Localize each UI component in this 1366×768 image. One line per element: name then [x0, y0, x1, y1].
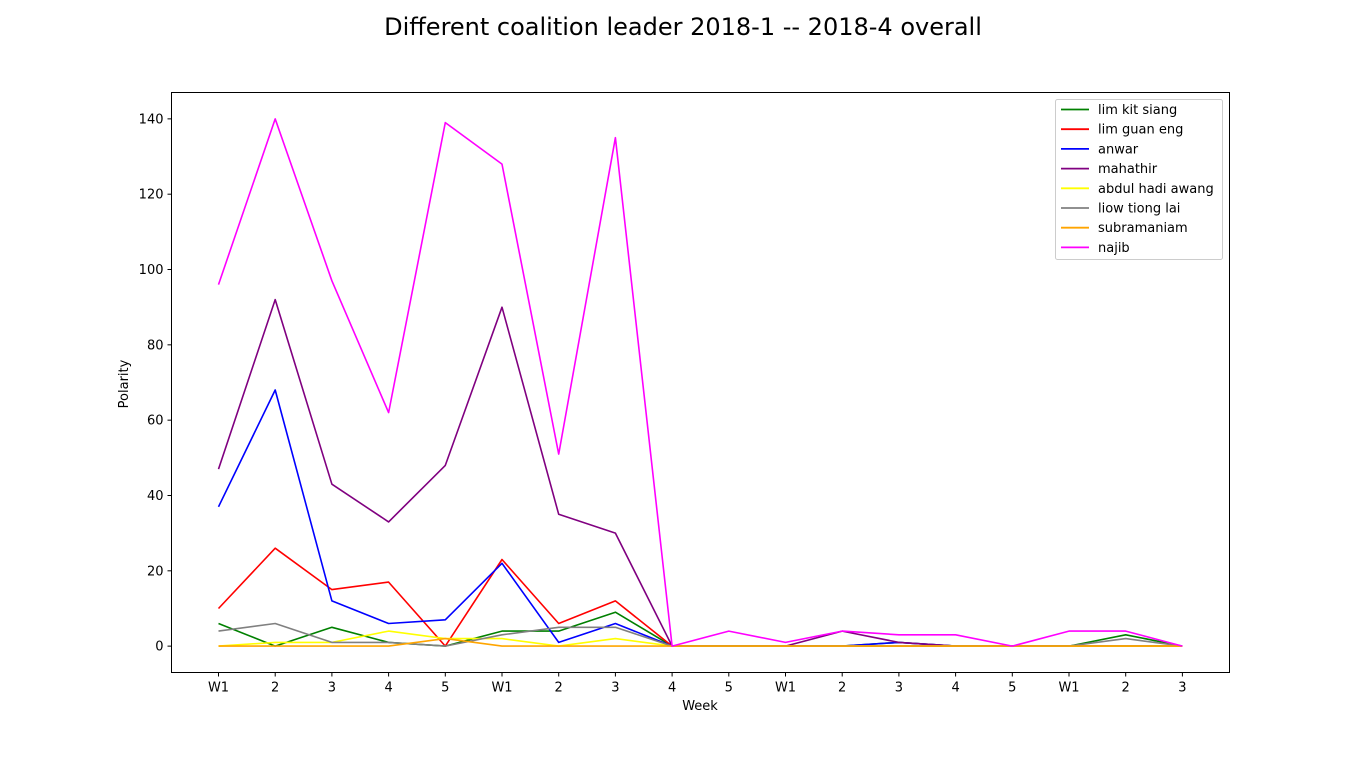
y-tick-label: 100	[139, 263, 164, 278]
legend-label: lim guan eng	[1098, 123, 1183, 138]
legend-label: mahathir	[1098, 162, 1158, 177]
x-tick-label: 2	[271, 681, 279, 696]
legend-frame	[1055, 99, 1223, 260]
x-tick-label: W1	[208, 681, 229, 696]
legend-label: subramaniam	[1098, 221, 1188, 236]
x-tick-label: 2	[555, 681, 563, 696]
x-tick-label: 3	[895, 681, 903, 696]
legend-label: anwar	[1098, 142, 1139, 157]
y-tick-label: 40	[147, 489, 164, 504]
x-tick-label: 3	[328, 681, 336, 696]
x-tick-label: 5	[441, 681, 449, 696]
series-line	[218, 611, 1183, 647]
y-axis: 0 20 40 60 80 100 120 140	[139, 112, 172, 655]
series-lines	[217, 118, 1183, 647]
x-tick-label: W1	[775, 681, 796, 696]
x-tick-label: 2	[838, 681, 846, 696]
y-tick-label: 20	[147, 564, 164, 579]
legend: lim kit siang lim guan eng anwar mahathir ab…	[1055, 99, 1223, 260]
legend-label: lim kit siang	[1098, 103, 1177, 118]
plot-area	[171, 92, 1230, 673]
series-line	[218, 637, 1183, 647]
series-line	[217, 118, 1183, 647]
x-tick-label: W1	[491, 681, 512, 696]
legend-label: liow tiong lai	[1098, 202, 1180, 217]
y-tick-label: 80	[147, 338, 164, 353]
x-axis-label: Week	[682, 699, 718, 714]
x-tick-label: 3	[1178, 681, 1186, 696]
series-line	[217, 547, 1183, 647]
x-tick-label: 3	[611, 681, 619, 696]
x-axis: W1 2 3 4 5 W1 2 3 4 5 W1 2 3 4 5 W1 2 3	[208, 672, 1187, 696]
x-tick-label: 4	[384, 681, 392, 696]
y-tick-label: 60	[147, 414, 164, 429]
x-tick-label: 4	[951, 681, 959, 696]
x-tick-label: 5	[1008, 681, 1016, 696]
series-line	[217, 389, 1183, 647]
x-tick-label: W1	[1058, 681, 1079, 696]
x-tick-label: 4	[668, 681, 676, 696]
x-tick-label: 2	[1122, 681, 1130, 696]
legend-label: najib	[1098, 241, 1130, 256]
y-tick-label: 120	[139, 188, 164, 203]
y-tick-label: 0	[155, 640, 163, 655]
y-axis-label: Polarity	[117, 359, 132, 408]
chart-title: Different coalition leader 2018-1 -- 201…	[384, 13, 982, 41]
y-tick-label: 140	[139, 112, 164, 127]
legend-label: abdul hadi awang	[1098, 182, 1214, 197]
x-tick-label: 5	[725, 681, 733, 696]
